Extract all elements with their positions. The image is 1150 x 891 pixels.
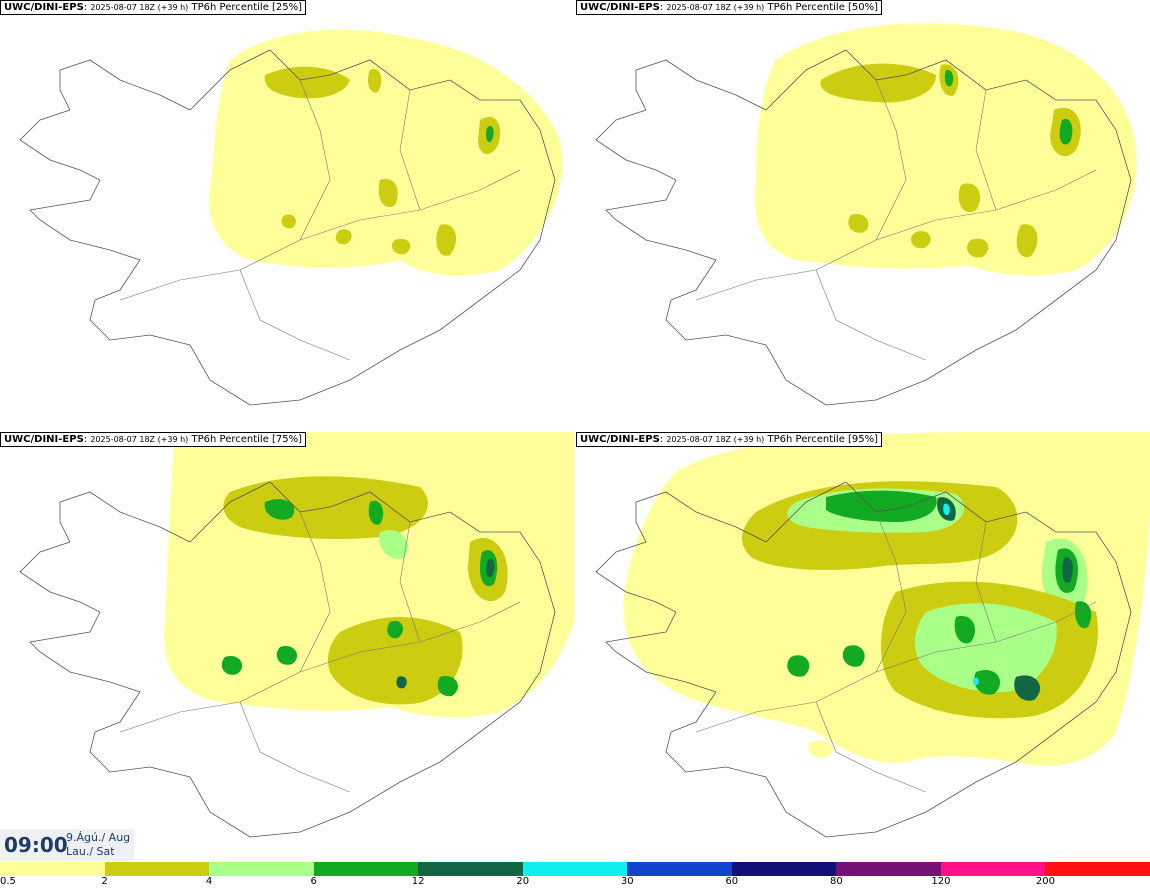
- legend-tick-label: 200: [1035, 876, 1055, 887]
- legend-color-bin: [940, 862, 1046, 876]
- legend-tick-label: 6: [310, 876, 317, 887]
- run-info: 2025-08-07 18Z (+39 h): [666, 3, 765, 12]
- precipitation-map: [19, 29, 563, 406]
- precip-overlay: [209, 29, 563, 276]
- legend-color-bin: [731, 862, 837, 876]
- iceland-coastline: [595, 49, 1132, 406]
- valid-date: 9.Ágú./ Aug Lau./ Sat: [66, 831, 130, 859]
- run-info: 2025-08-07 18Z (+39 h): [90, 435, 189, 444]
- model-name: UWC/DINI-EPS: [580, 434, 660, 445]
- model-name: UWC/DINI-EPS: [580, 2, 660, 13]
- legend-tick-label: 80: [829, 876, 843, 887]
- legend-tick-label: 30: [620, 876, 634, 887]
- model-name: UWC/DINI-EPS: [4, 434, 84, 445]
- iceland-coastline: [19, 481, 556, 838]
- legend-color-bin: [522, 862, 628, 876]
- road-network: [119, 511, 521, 793]
- run-info: 2025-08-07 18Z (+39 h): [90, 3, 189, 12]
- legend-tick-label: 60: [725, 876, 739, 887]
- precip-overlay: [623, 432, 1150, 766]
- legend-color-bin: [104, 862, 210, 876]
- legend-tick-label: 4: [205, 876, 213, 887]
- precipitation-map: [595, 23, 1137, 406]
- legend-tick-label: 20: [516, 876, 530, 887]
- precip-legend-bar: [0, 862, 1150, 876]
- road-network: [119, 79, 521, 361]
- precip-overlay: [754, 23, 1137, 276]
- field-name: TP6h Percentile [25%]: [191, 2, 303, 13]
- map-panel-p25: UWC/DINI-EPS: 2025-08-07 18Z (+39 h) TP6…: [0, 0, 574, 430]
- map-panel-p75: UWC/DINI-EPS: 2025-08-07 18Z (+39 h) TP6…: [0, 432, 574, 862]
- field-name: TP6h Percentile [75%]: [191, 434, 303, 445]
- road-network: [695, 79, 1097, 361]
- legend-tick-label: 0.5: [0, 876, 16, 887]
- valid-date-line1: 9.Ágú./ Aug: [66, 831, 131, 844]
- field-name: TP6h Percentile [95%]: [767, 434, 879, 445]
- legend-tick-label: 120: [931, 876, 951, 887]
- legend-color-bin: [836, 862, 942, 876]
- legend-color-bin: [627, 862, 733, 876]
- legend-tick-label: 12: [411, 876, 425, 887]
- field-name: TP6h Percentile [50%]: [767, 2, 879, 13]
- legend-tick-label: 2: [101, 876, 108, 887]
- panel-title: UWC/DINI-EPS: 2025-08-07 18Z (+39 h) TP6…: [576, 0, 883, 15]
- valid-time-box: 09:00 9.Ágú./ Aug Lau./ Sat: [0, 829, 134, 861]
- legend-color-bin: [313, 862, 419, 876]
- panel-title: UWC/DINI-EPS: 2025-08-07 18Z (+39 h) TP6…: [0, 0, 307, 15]
- panel-title: UWC/DINI-EPS: 2025-08-07 18Z (+39 h) TP6…: [0, 432, 307, 447]
- legend-color-bin: [418, 862, 524, 876]
- legend-color-bin: [0, 862, 106, 876]
- panel-title: UWC/DINI-EPS: 2025-08-07 18Z (+39 h) TP6…: [576, 432, 883, 447]
- road-network: [695, 511, 1097, 793]
- valid-date-line2: Lau./ Sat: [66, 845, 115, 858]
- iceland-coastline: [595, 481, 1132, 838]
- run-info: 2025-08-07 18Z (+39 h): [666, 435, 765, 444]
- map-panel-p50: UWC/DINI-EPS: 2025-08-07 18Z (+39 h) TP6…: [576, 0, 1150, 430]
- valid-time: 09:00: [4, 833, 68, 857]
- precipitation-map: [19, 432, 574, 838]
- legend-color-bin: [209, 862, 315, 876]
- legend-color-bin: [1045, 862, 1150, 876]
- precip-overlay: [164, 432, 574, 718]
- precipitation-map: [595, 432, 1150, 838]
- iceland-coastline: [19, 49, 556, 406]
- map-panel-p95: UWC/DINI-EPS: 2025-08-07 18Z (+39 h) TP6…: [576, 432, 1150, 862]
- precip-legend-ticks: 0.5 2 4 6 12 20 30 60 80 120 200: [0, 876, 1150, 891]
- model-name: UWC/DINI-EPS: [4, 2, 84, 13]
